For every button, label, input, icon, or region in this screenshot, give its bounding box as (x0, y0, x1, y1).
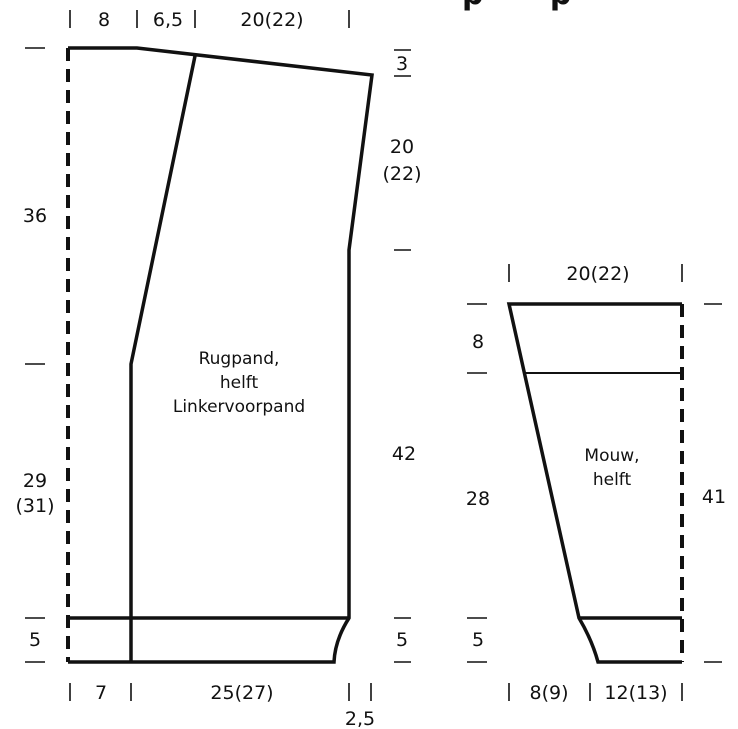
sleeve-bottom-width-2: 12(13) (604, 682, 667, 704)
body-right-rib-length: 5 (396, 629, 408, 651)
sleeve-bottom-width-1: 8(9) (529, 682, 568, 704)
body-top-dimensions: 8 6,5 20(22) (69, 9, 350, 31)
sleeve-top-dimensions: 20(22) (508, 263, 683, 285)
body-side-length: 42 (392, 443, 416, 465)
sleeve-cap-depth: 8 (472, 331, 484, 353)
body-top-width-1: 8 (98, 9, 110, 31)
body-left-dimensions: 36 29 (31) 5 (15, 47, 55, 663)
body-left-lower-length: 29 (23, 470, 47, 492)
sleeve-label-line1: Mouw, (584, 446, 639, 466)
sleeve-rib-length: 5 (472, 629, 484, 651)
body-bottom-width-1: 7 (95, 682, 107, 704)
sleeve-label-line2: helft (593, 470, 632, 490)
body-armhole-depth-alt: (22) (382, 163, 421, 185)
sleeve-total-length: 41 (702, 486, 726, 508)
sleeve-piece: Mouw, helft (506, 302, 684, 664)
body-top-width-2: 6,5 (153, 9, 183, 31)
body-right-dimensions: 3 20 (22) 42 5 (382, 49, 422, 663)
body-armhole-depth: 20 (390, 136, 414, 158)
sleeve-taper-length: 28 (466, 488, 490, 510)
sleeve-right-dimensions: 41 (702, 303, 726, 663)
body-bottom-width-2: 25(27) (210, 682, 273, 704)
body-bottom-dimensions: 7 25(27) 2,5 (69, 682, 375, 729)
body-top-width-3: 20(22) (240, 9, 303, 31)
sleeve-top-width: 20(22) (566, 263, 629, 285)
body-left-upper-length: 36 (23, 205, 47, 227)
body-label-line1: Rugpand, (199, 349, 280, 369)
body-label-line3: Linkervoorpand (173, 397, 305, 417)
body-bottom-width-3: 2,5 (345, 708, 375, 729)
body-outline (68, 46, 374, 664)
body-label-line2: helft (220, 373, 259, 393)
sleeve-bottom-dimensions: 8(9) 12(13) (508, 682, 683, 704)
body-left-rib-length: 5 (29, 629, 41, 651)
body-shoulder-drop: 3 (396, 53, 408, 75)
sleeve-left-dimensions: 8 28 5 (466, 303, 490, 663)
body-piece: Rugpand, helft Linkervoorpand (66, 46, 374, 664)
front-neckline-line (129, 55, 197, 662)
body-left-lower-length-alt: (31) (15, 495, 54, 517)
heading-fragment: p p (462, 0, 599, 12)
